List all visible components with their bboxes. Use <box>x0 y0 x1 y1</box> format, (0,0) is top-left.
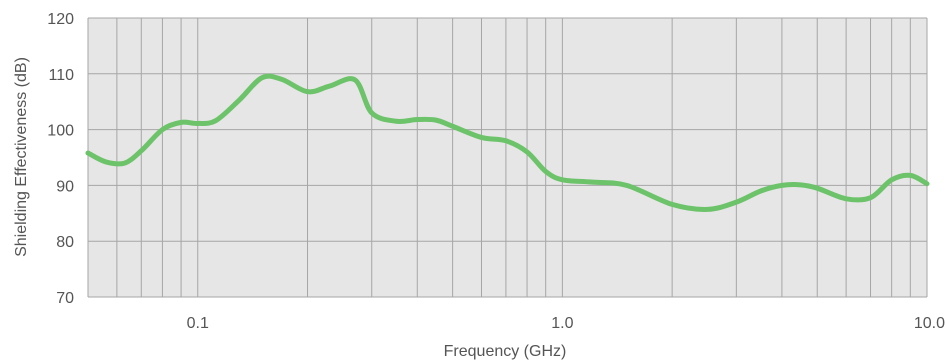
y-tick-label: 110 <box>48 67 74 84</box>
grid-lines <box>87 17 928 298</box>
x-tick-label: 0.1 <box>187 315 209 332</box>
x-tick-label: 10.0 <box>914 315 945 332</box>
y-tick-label: 80 <box>56 234 74 251</box>
plot-area <box>88 18 927 297</box>
x-tick-label: 1.0 <box>551 315 573 332</box>
x-axis-label: Frequency (GHz) <box>444 343 567 360</box>
y-tick-label: 90 <box>56 178 74 195</box>
series-layer <box>85 73 930 212</box>
y-tick-labels: 70 80 90 100 110 120 <box>47 11 74 307</box>
x-tick-labels: 0.1 1.0 10.0 <box>187 315 945 332</box>
y-tick-label: 120 <box>47 11 74 28</box>
y-tick-label: 70 <box>56 290 74 307</box>
y-axis-label: Shielding Effectiveness (dB) <box>13 57 30 257</box>
series-line <box>85 73 930 212</box>
y-tick-label: 100 <box>47 123 74 140</box>
